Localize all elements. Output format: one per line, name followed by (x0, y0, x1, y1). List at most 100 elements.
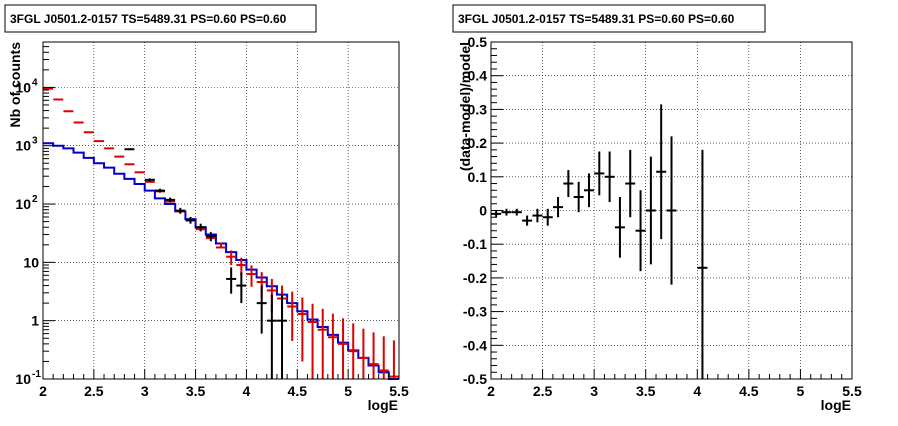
residuals-data-point (542, 208, 553, 226)
counts-total-model-point (297, 297, 308, 362)
counts-x-tick-label: 2.5 (84, 383, 104, 399)
residuals-data-point (501, 208, 512, 216)
counts-x-tick-label: 4.5 (288, 383, 308, 399)
residuals-data-point (666, 136, 677, 285)
residuals-y-tick-label: 0.5 (468, 34, 488, 50)
counts-panel: 3FGL J0501.2-0157 TS=5489.31 PS=0.60 PS=… (4, 4, 409, 413)
counts-y-axis-title: Nb of counts (7, 42, 23, 128)
counts-y-tick-label: 10 (15, 371, 31, 387)
residuals-y-tick-label: -0.5 (463, 371, 487, 387)
counts-y-tick-label: 10 (15, 79, 31, 95)
counts-total-model-point (226, 250, 237, 266)
counts-y-tick-label: 1 (31, 313, 39, 329)
residuals-data-point (645, 156, 656, 265)
counts-data-point (144, 178, 155, 182)
counts-data-point (205, 232, 216, 242)
residuals-x-tick-label: 3.5 (636, 383, 656, 399)
counts-total-model-point (307, 303, 318, 379)
counts-x-tick-label: 2 (39, 383, 47, 399)
residuals-data-point (614, 197, 625, 258)
counts-x-tick-label: 3.5 (186, 383, 206, 399)
residuals-y-tick-label: 0.1 (468, 169, 488, 185)
counts-y-tick-exponent: 4 (32, 77, 38, 88)
residuals-x-tick-label: 4 (693, 383, 701, 399)
counts-y-tick-exponent: 2 (32, 194, 38, 205)
residuals-data-point (491, 210, 502, 218)
residuals-y-tick-label: -0.3 (463, 304, 487, 320)
counts-title: 3FGL J0501.2-0157 TS=5489.31 PS=0.60 PS=… (10, 12, 287, 26)
counts-total-model-point (378, 336, 389, 379)
counts-data-point (226, 267, 237, 294)
residuals-x-tick-label: 2.5 (533, 383, 553, 399)
residuals-y-tick-label: -0.2 (463, 270, 487, 286)
counts-total-model-point (236, 257, 247, 276)
counts-total-model-point (327, 313, 338, 379)
counts-total-model-point (388, 340, 399, 379)
counts-total-model-point (216, 242, 226, 249)
residuals-x-tick-label: 5 (797, 383, 805, 399)
counts-marks (43, 87, 399, 380)
residuals-y-tick-label: 0 (479, 203, 487, 219)
counts-y-tick-exponent: -1 (32, 369, 41, 380)
counts-data-point (195, 223, 206, 232)
counts-y-tick-exponent: 3 (32, 136, 38, 147)
counts-data-point (277, 294, 288, 379)
residuals-data-point (511, 208, 522, 216)
residuals-data-point (522, 215, 533, 226)
counts-total-model-point (287, 291, 298, 341)
counts-data-point (266, 294, 277, 379)
counts-frame (42, 41, 400, 380)
residuals-title: 3FGL J0501.2-0157 TS=5489.31 PS=0.60 PS=… (458, 12, 735, 26)
counts-y-tick-label: 10 (23, 254, 39, 270)
counts-total-model-point (368, 332, 379, 379)
residuals-ticks: 2 2.5 3 3.5 4 4.5 5 5.5 -0.5 -0.4 -0.3 -0.2 -0.1 0 0.1… (463, 34, 862, 399)
counts-data-point (165, 197, 176, 203)
residuals-data-point (594, 151, 605, 196)
residuals-data-point (573, 181, 584, 213)
residuals-panel: 3FGL J0501.2-0157 TS=5489.31 PS=0.60 PS=… (452, 4, 862, 413)
residuals-y-axis-title: (data-model)/model (457, 42, 473, 171)
counts-grid (43, 42, 399, 379)
counts-total-model-point (338, 318, 349, 379)
counts-x-tick-label: 5 (344, 383, 352, 399)
counts-data-point (256, 285, 267, 334)
counts-total-model-point (358, 328, 369, 379)
residuals-data-point (625, 149, 636, 218)
counts-data-point (154, 188, 165, 193)
residuals-x-tick-label: 3 (590, 383, 598, 399)
residuals-y-tick-label: -0.1 (463, 236, 487, 252)
residuals-x-tick-label: 5.5 (842, 383, 862, 399)
residuals-data-point (583, 173, 594, 208)
residuals-x-tick-label: 2 (487, 383, 495, 399)
residuals-data-point (553, 197, 564, 218)
counts-title-box (4, 4, 317, 33)
counts-data-point (124, 148, 135, 151)
residuals-data-point (697, 149, 708, 379)
counts-x-tick-label: 4 (243, 383, 251, 399)
residuals-y-tick-label: -0.4 (463, 337, 487, 353)
counts-y-tick-label: 10 (15, 138, 31, 154)
counts-x-axis-title: logE (368, 397, 398, 413)
residuals-marks (491, 104, 708, 379)
residuals-y-tick-label: 0.2 (468, 135, 488, 151)
residuals-data-point (604, 151, 615, 203)
residuals-y-tick-label: 0.4 (468, 68, 488, 84)
residuals-x-axis-title: logE (821, 397, 851, 413)
counts-x-tick-label: 3 (141, 383, 149, 399)
counts-data-point (185, 216, 196, 224)
counts-data-point (175, 207, 186, 214)
residuals-data-point (635, 190, 646, 272)
counts-y-tick-label: 10 (15, 196, 31, 212)
residuals-data-point (563, 170, 574, 198)
residuals-data-point (532, 208, 543, 223)
counts-total-model-point (348, 323, 359, 379)
counts-total-model-point (317, 308, 328, 379)
residuals-x-tick-label: 4.5 (739, 383, 759, 399)
residuals-data-point (656, 104, 667, 240)
counts-data-point (236, 272, 247, 304)
counts-total-model-point (246, 265, 257, 287)
